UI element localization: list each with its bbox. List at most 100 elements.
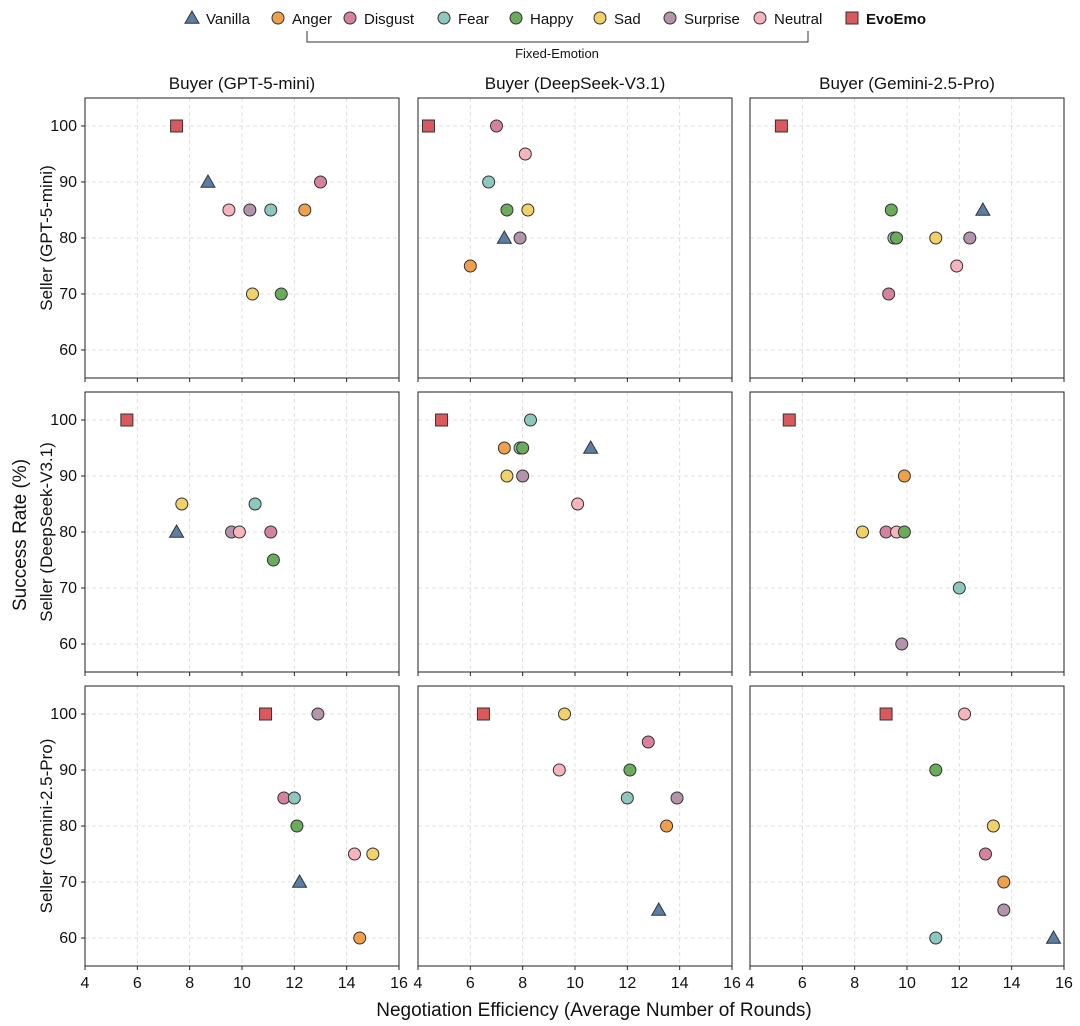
column-title-3: Buyer (Gemini-2.5-Pro) [819, 74, 995, 93]
fixed-emotion-bracket [306, 31, 809, 43]
point-disgust [490, 119, 503, 133]
x-tick-label: 12 [285, 975, 303, 992]
point-sad [500, 469, 514, 483]
legend-marker-happy [509, 11, 523, 25]
point-sad [558, 707, 572, 721]
point-evoemo [782, 413, 796, 427]
y-tick-label: 100 [50, 118, 77, 135]
panel-r3-c3: 4 6 8 10 12 14 16 [746, 685, 1073, 992]
row-label-3: Seller (Gemini-2.5-Pro) [37, 739, 56, 914]
point-disgust [314, 175, 327, 189]
x-tick-label: 4 [746, 975, 755, 992]
point-sad [929, 231, 943, 245]
point-evoemo [435, 413, 449, 427]
point-anger [298, 203, 312, 217]
point-fear [620, 791, 634, 805]
point-disgust [641, 735, 655, 749]
point-evoemo [120, 413, 134, 427]
point-surprise [243, 203, 257, 217]
point-anger [897, 469, 911, 483]
point-evoemo [170, 119, 184, 133]
x-tick-label: 10 [898, 975, 916, 992]
y-tick-label: 90 [59, 468, 77, 485]
x-tick-label: 14 [1003, 975, 1021, 992]
point-surprise [513, 231, 527, 245]
x-axis-label: Negotiation Efficiency (Average Number o… [376, 1000, 811, 1021]
panel-r3-c1: 60 70 80 90 100 4 6 8 10 12 14 16 [50, 685, 408, 992]
y-tick-label: 60 [59, 636, 77, 653]
point-surprise [670, 791, 684, 805]
x-tick-label: 12 [618, 975, 636, 992]
point-sad [175, 497, 189, 511]
panel-r2-c1: 60 70 80 90 100 [50, 391, 400, 676]
point-neutral [232, 525, 246, 539]
legend-marker-fear [437, 11, 451, 25]
column-title-1: Buyer (GPT-5-mini) [169, 74, 315, 93]
point-vanilla [650, 901, 667, 916]
point-happy [890, 231, 904, 245]
point-vanilla [291, 873, 308, 888]
point-surprise [895, 637, 909, 651]
point-happy [266, 553, 280, 567]
panels: 60 70 80 90 100 60 70 80 90 100 60 70 80 90 100 4 6 8 10 12… [50, 97, 1073, 992]
x-tick-label: 14 [338, 975, 356, 992]
y-tick-label: 100 [50, 706, 77, 723]
point-fear [482, 175, 496, 189]
legend-label-fear: Fear [458, 11, 489, 28]
point-anger [463, 259, 477, 273]
point-sad [245, 287, 259, 301]
legend-label-disgust: Disgust [364, 11, 415, 28]
x-tick-label: 6 [466, 975, 475, 992]
y-tick-label: 70 [59, 286, 77, 303]
point-happy [274, 287, 288, 301]
x-tick-label: 16 [723, 975, 741, 992]
x-tick-label: 8 [518, 975, 527, 992]
legend-marker-surprise [663, 11, 677, 25]
point-neutral [518, 147, 532, 161]
x-tick-label: 6 [798, 975, 807, 992]
point-sad [986, 819, 1000, 833]
y-tick-label: 100 [50, 412, 77, 429]
point-anger [353, 931, 367, 945]
row-label-1: Seller (GPT-5-mini) [37, 165, 56, 310]
point-anger [497, 441, 511, 455]
legend-marker-sad [593, 11, 607, 25]
legend-label-sad: Sad [614, 11, 641, 28]
point-neutral [552, 763, 566, 777]
x-tick-label: 10 [233, 975, 251, 992]
point-neutral [348, 847, 362, 861]
point-evoemo [259, 707, 273, 721]
point-sad [366, 847, 380, 861]
x-tick-label: 14 [671, 975, 689, 992]
point-neutral [950, 259, 964, 273]
point-evoemo [421, 119, 435, 133]
x-tick-label: 4 [414, 975, 423, 992]
x-tick-label: 4 [81, 975, 90, 992]
point-surprise [516, 469, 530, 483]
point-evoemo [774, 119, 788, 133]
point-happy [623, 763, 637, 777]
legend-label-neutral: Neutral [774, 11, 822, 28]
legend-marker-anger [271, 11, 285, 25]
y-tick-label: 80 [59, 230, 77, 247]
point-fear [287, 791, 301, 805]
point-evoemo [476, 707, 490, 721]
x-tick-label: 16 [390, 975, 408, 992]
point-happy [500, 203, 514, 217]
legend: Vanilla Anger Disgust Fear Happy Sad Surprise N… [184, 9, 926, 61]
point-anger [660, 819, 674, 833]
point-happy [897, 525, 911, 539]
point-neutral [958, 707, 972, 721]
x-tick-label: 6 [133, 975, 142, 992]
point-surprise [997, 903, 1011, 917]
column-titles: Buyer (GPT-5-mini) Buyer (DeepSeek-V3.1) B… [169, 74, 995, 93]
point-happy [929, 763, 943, 777]
fixed-emotion-label: Fixed-Emotion [515, 46, 599, 61]
legend-marker-evoemo [845, 11, 859, 25]
point-disgust [882, 287, 896, 301]
y-tick-label: 70 [59, 580, 77, 597]
y-tick-label: 60 [59, 930, 77, 947]
panel-r3-c2: 4 6 8 10 12 14 16 [414, 685, 741, 992]
legend-marker-vanilla [184, 9, 200, 24]
axis-labels: Negotiation Efficiency (Average Number o… [10, 165, 812, 1021]
